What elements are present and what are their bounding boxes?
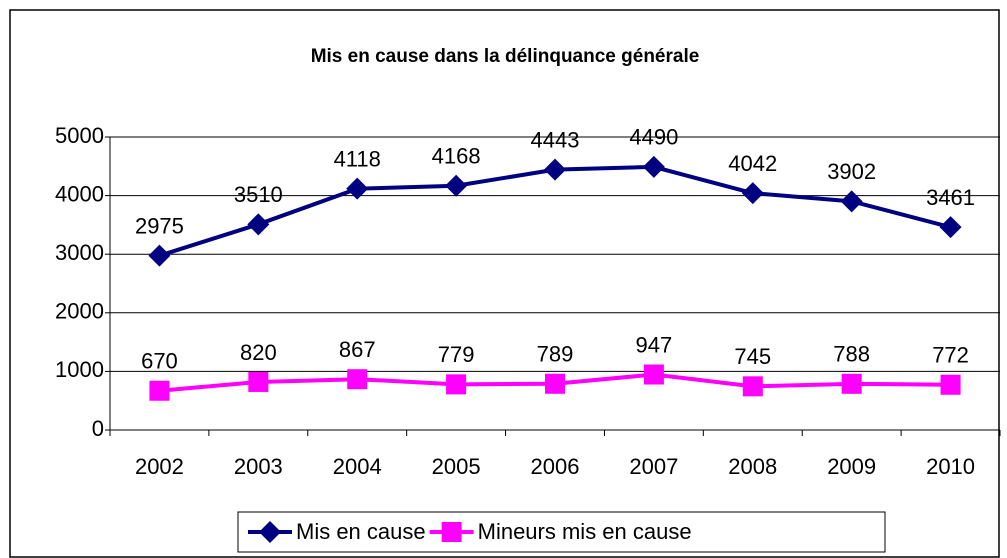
marker: [149, 380, 170, 401]
x-tick-label: 2006: [531, 454, 580, 479]
marker: [642, 155, 665, 178]
data-label: 4118: [334, 146, 381, 171]
x-tick-label: 2007: [629, 454, 678, 479]
marker: [148, 244, 171, 267]
data-label: 779: [438, 342, 475, 367]
x-tick-label: 2002: [135, 454, 184, 479]
legend: [237, 511, 886, 553]
data-label: 3902: [827, 159, 876, 184]
data-label: 4443: [531, 127, 580, 152]
marker: [940, 374, 961, 395]
data-label: 820: [240, 340, 277, 365]
y-tick-label: 5000: [55, 123, 104, 148]
data-label: 4490: [629, 125, 678, 150]
x-tick-label: 2008: [728, 454, 777, 479]
y-tick-label: 0: [92, 416, 104, 441]
y-tick-label: 2000: [55, 299, 104, 324]
data-label: 3461: [926, 185, 975, 210]
marker: [841, 373, 862, 394]
marker: [347, 369, 368, 390]
data-label: 867: [339, 337, 376, 362]
marker: [544, 158, 566, 181]
marker: [741, 182, 764, 205]
marker: [445, 174, 468, 197]
data-label: 3510: [234, 182, 283, 207]
y-tick-label: 1000: [55, 357, 104, 382]
legend-label: Mineurs mis en cause: [478, 519, 692, 544]
data-label: 2975: [135, 213, 184, 238]
marker: [446, 374, 467, 395]
data-label: 4042: [728, 151, 777, 176]
x-tick-label: 2003: [234, 454, 283, 479]
legend-marker: [259, 521, 281, 543]
data-label: 745: [734, 344, 771, 369]
data-label: 788: [833, 342, 870, 367]
marker: [247, 213, 270, 236]
y-tick-label: 3000: [55, 240, 104, 265]
marker: [545, 373, 565, 394]
marker: [742, 376, 763, 397]
data-label: 4168: [432, 144, 481, 169]
data-label: 789: [537, 342, 574, 367]
marker: [346, 177, 369, 200]
x-tick-label: 2005: [432, 454, 481, 479]
chart-title: Mis en cause dans la délinquance général…: [311, 46, 700, 67]
x-tick-label: 2004: [333, 454, 382, 479]
marker: [939, 216, 962, 239]
chart-frame: [9, 9, 1000, 558]
marker: [248, 371, 269, 392]
x-tick-label: 2010: [926, 454, 975, 479]
legend-marker: [441, 522, 462, 542]
legend-label: Mis en cause: [296, 519, 426, 544]
y-tick-label: 4000: [55, 181, 104, 206]
marker: [840, 190, 863, 213]
data-label: 670: [141, 349, 178, 374]
data-label: 947: [636, 332, 673, 357]
x-tick-label: 2009: [827, 454, 876, 479]
marker: [643, 364, 664, 385]
data-label: 772: [932, 343, 969, 368]
